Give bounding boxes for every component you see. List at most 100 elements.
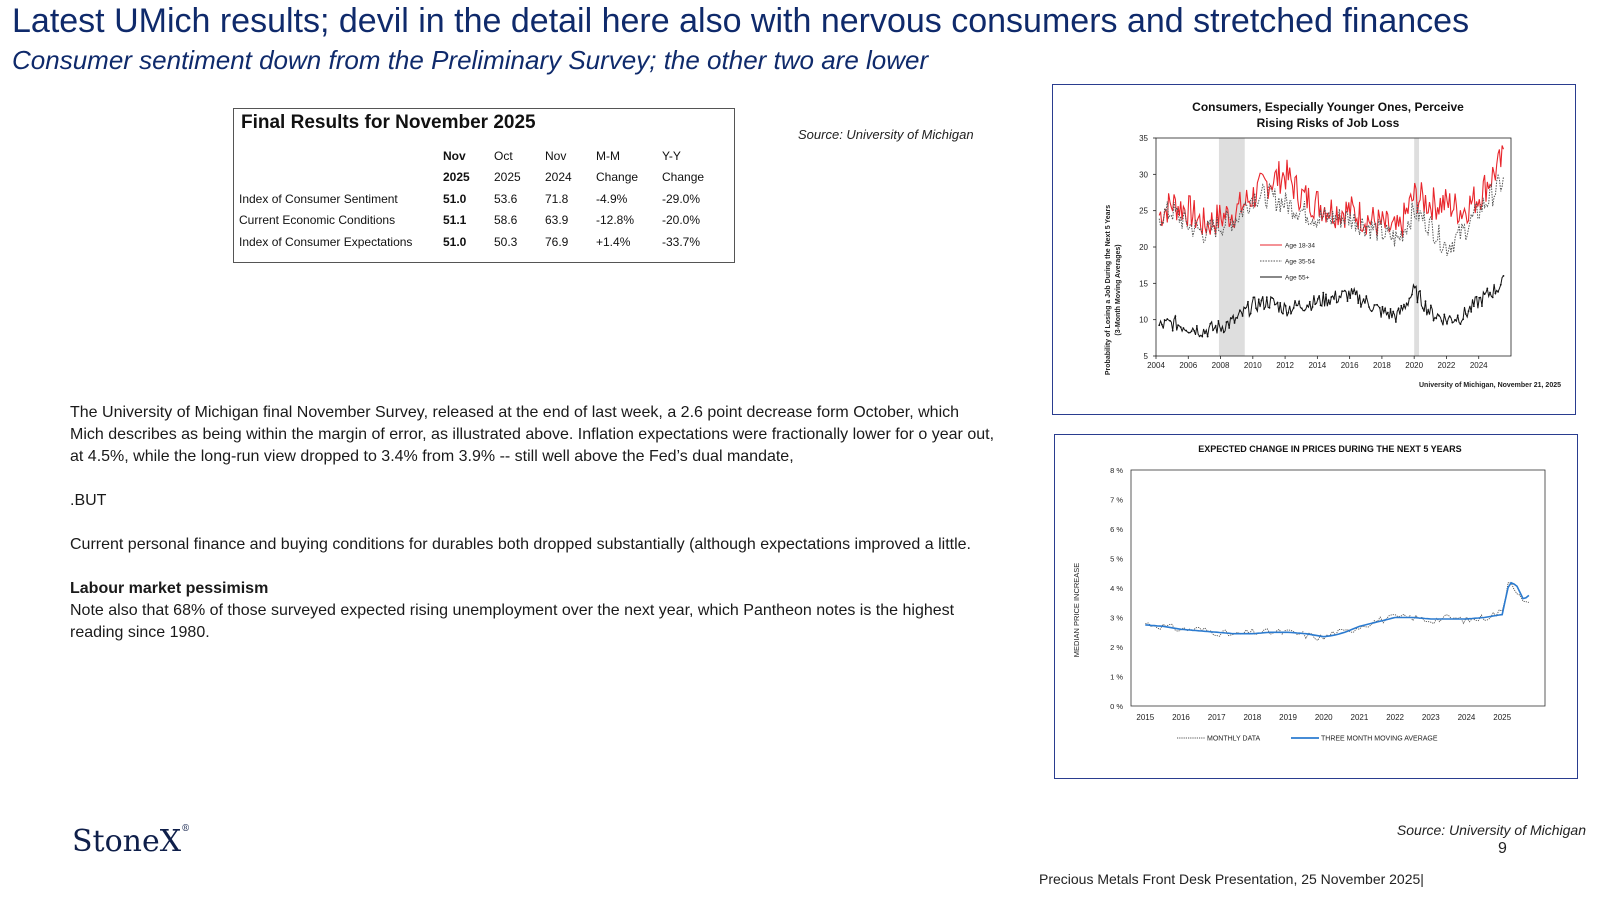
y-tick-label: 2 % [1110,643,1123,652]
series-point-age-55 [1319,304,1322,307]
series-point-age-55 [1443,313,1446,316]
series-point-age-55 [1244,307,1247,310]
series-point-age-55 [1497,290,1499,293]
series-point-age-55 [1236,317,1239,319]
plot-frame [1130,469,1546,707]
series-point-age-55 [1394,321,1397,323]
series-point-age-55 [1284,305,1287,307]
series-point-age-55 [1376,303,1378,306]
y-tick-label: 25 [1139,207,1148,216]
table-cell: +1.4% [596,234,631,249]
series-point-age-55 [1427,309,1430,311]
x-tick-label: 2024 [1458,713,1476,722]
series-point-age-55 [1317,297,1319,300]
series-point-age-55 [1322,291,1325,294]
y-axis-label-line1: Probability of Losing a Job During the N… [1105,205,1112,375]
series-point-age-55 [1419,290,1421,292]
series-point-age-55 [1177,324,1179,327]
row-label: Index of Consumer Sentiment [239,191,398,206]
page-title: Latest UMich results; devil in the detai… [12,2,1470,40]
series-point-age-55 [1300,307,1303,310]
series-point-age-55 [1268,306,1271,309]
header-cell: Y-Y [662,148,681,163]
series-point-age-55 [1292,307,1295,309]
series-point-age-55 [1362,298,1365,301]
table-cell: -33.7% [662,234,701,249]
series-point-age-55 [1187,331,1190,334]
series-point-age-55 [1486,287,1489,290]
logo-text: StoneX [72,824,182,859]
series-point-age-55 [1456,314,1459,317]
header-cell: Change [596,170,639,185]
series-point-age-55 [1440,320,1443,322]
series-point-age-55 [1494,292,1497,295]
body-paragraph: Current personal finance and buying cond… [70,536,971,553]
page-subtitle: Consumer sentiment down from the Prelimi… [12,45,929,75]
x-tick-label: 2022 [1438,361,1456,370]
table-header-row: Nov Oct Nov M-M Y-Y [239,145,722,167]
series-point-age-55 [1451,321,1454,324]
series-point-age-55 [1373,304,1376,306]
series-point-age-55 [1370,310,1373,313]
series-point-age-55 [1472,305,1475,308]
source-note-top: Source: University of Michigan [798,127,974,142]
x-tick-label: 2019 [1279,713,1297,722]
series-point-age-55 [1225,321,1228,323]
x-tick-label: 2018 [1373,361,1391,370]
legend-label: Age 55+ [1285,275,1310,282]
series-point-age-55 [1502,274,1505,277]
series-point-age-55 [1276,301,1279,304]
series-point-age-55 [1489,291,1491,294]
results-table-title: Final Results for November 2025 [241,112,536,133]
body-paragraph: The University of Michigan final Novembe… [70,404,995,465]
registered-mark: ® [181,824,191,834]
y-axis-label-line2: (3-Month Moving Averages) [1115,244,1122,335]
series-point-age-55 [1158,324,1161,327]
series-point-age-55 [1464,313,1467,315]
x-tick-label: 2015 [1136,713,1154,722]
chart-title: EXPECTED CHANGE IN PRICES DURING THE NEX… [1198,444,1461,454]
series-point-age-55 [1255,307,1257,310]
series-point-age-55 [1214,325,1217,327]
series-point-age-55 [1303,309,1306,312]
series-point-age-55 [1491,296,1494,299]
series-point-age-55 [1311,306,1314,308]
series-point-age-55 [1365,295,1368,297]
series-point-age-55 [1314,303,1317,306]
series-point-age-55 [1174,315,1177,318]
series-point-age-55 [1169,319,1171,322]
series-line-three-month-moving-average [1145,581,1530,638]
y-tick-label: 5 % [1110,555,1123,564]
series-point-age-55 [1279,301,1282,304]
series-point-age-55 [1470,311,1473,313]
price-expectations-chart-svg: EXPECTED CHANGE IN PRICES DURING THE NEX… [1072,444,1546,743]
series-point-age-55 [1282,312,1284,315]
series-point-age-55 [1446,322,1448,325]
series-point-age-55 [1330,296,1333,298]
series-point-age-55 [1247,300,1249,303]
table-cell: -4.9% [596,191,628,206]
series-point-age-55 [1201,335,1204,338]
series-line-monthly-data [1145,582,1530,642]
table-cell: 58.6 [494,213,518,228]
series-point-age-55 [1349,297,1352,299]
series-point-age-55 [1400,304,1403,307]
x-tick-label: 2023 [1422,713,1440,722]
recession-shading [1218,138,1245,356]
x-tick-label: 2017 [1208,713,1226,722]
series-point-age-55 [1481,305,1483,308]
series-point-age-55 [1333,297,1335,300]
series-point-age-55 [1341,290,1344,293]
x-tick-label: 2012 [1276,361,1294,370]
plot-frame [1155,137,1512,357]
x-tick-label: 2021 [1351,713,1369,722]
series-point-age-55 [1308,300,1311,303]
series-point-age-55 [1403,303,1405,306]
table-cell: 71.8 [545,191,569,206]
series-point-age-55 [1386,311,1389,314]
x-tick-label: 2010 [1244,361,1262,370]
series-point-age-55 [1499,283,1502,286]
series-point-age-55 [1198,335,1201,338]
series-point-age-55 [1257,298,1260,301]
y-tick-label: 30 [1139,170,1148,179]
